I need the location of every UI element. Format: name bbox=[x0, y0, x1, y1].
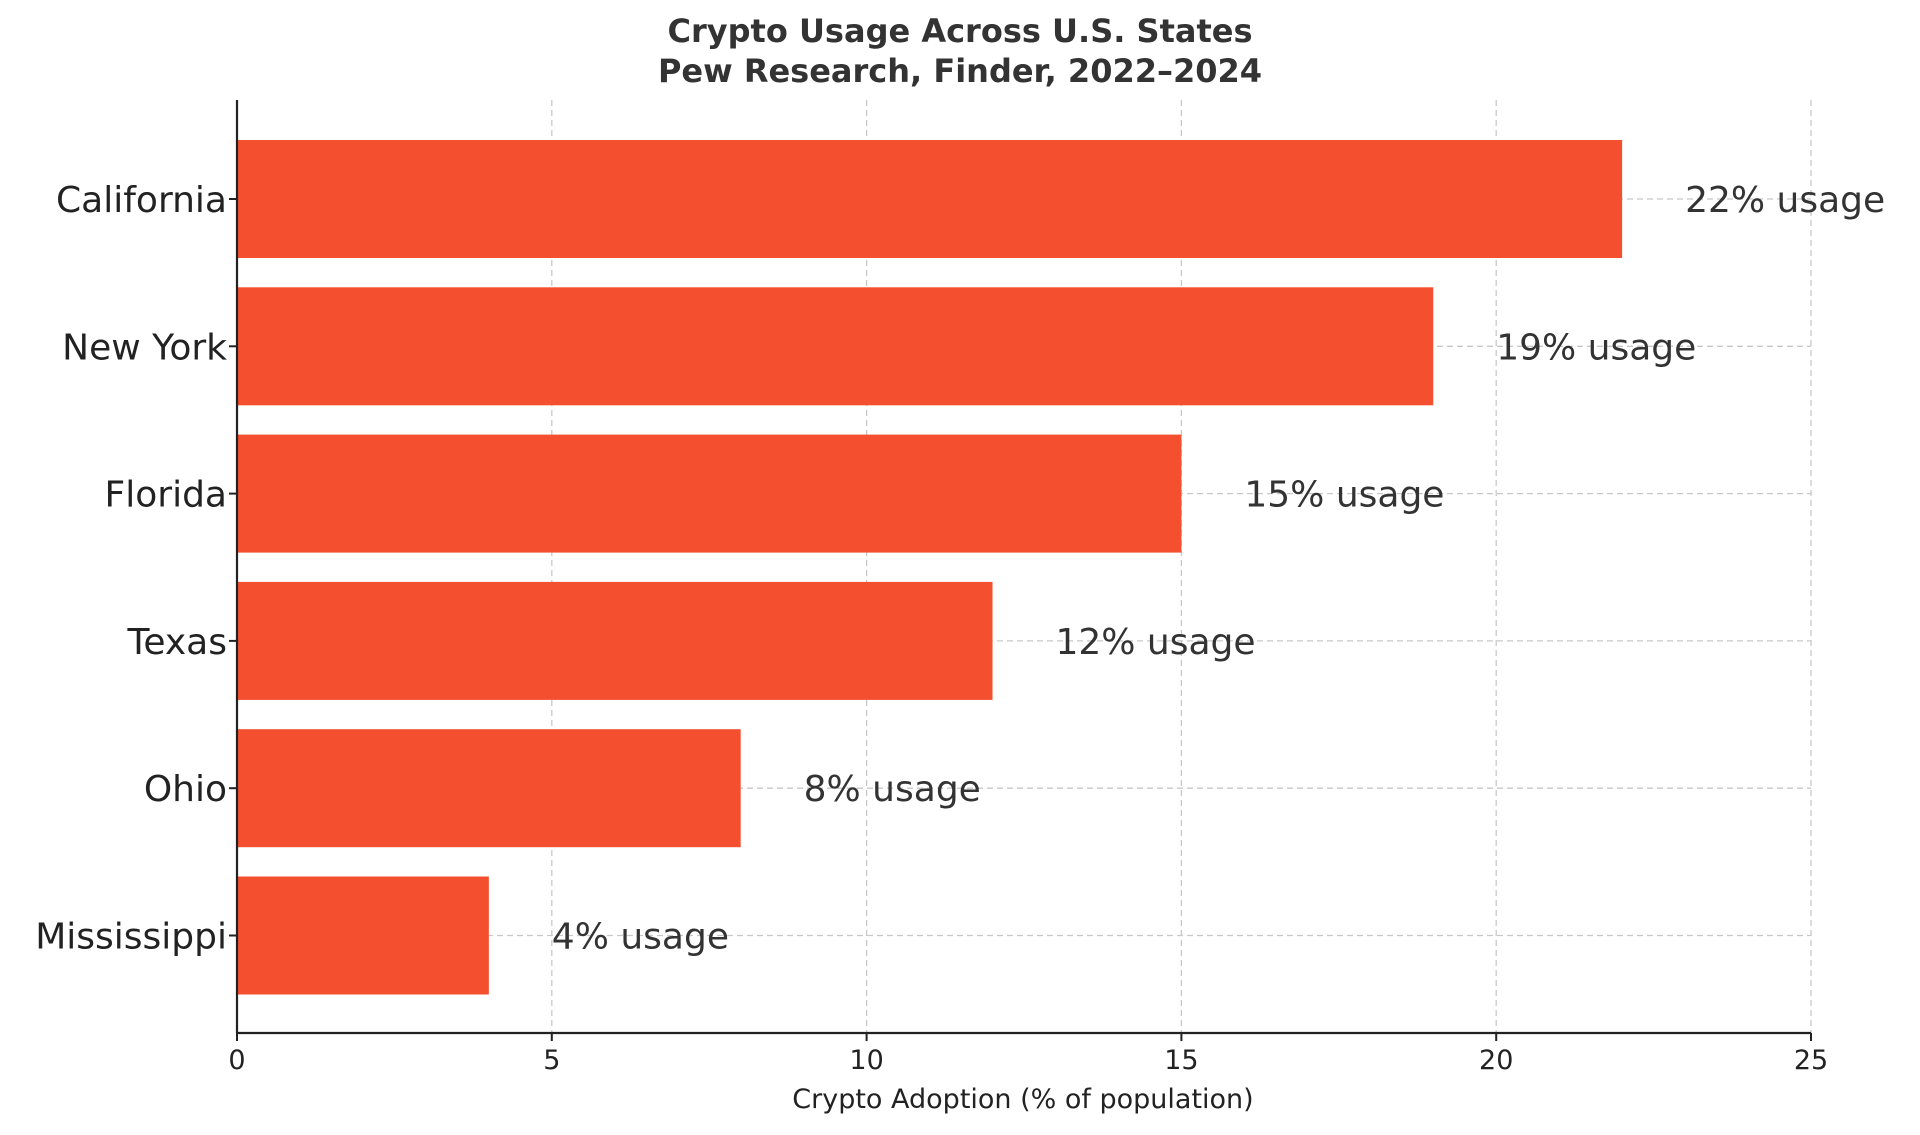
category-label: New York bbox=[62, 327, 227, 368]
x-tick-label: 25 bbox=[1794, 1045, 1828, 1076]
x-tick-label: 10 bbox=[849, 1045, 883, 1076]
category-label: Mississippi bbox=[35, 917, 227, 958]
bar-mississippi bbox=[237, 876, 489, 995]
bars bbox=[237, 140, 1623, 995]
bar-florida bbox=[237, 434, 1182, 553]
category-label: California bbox=[56, 180, 227, 221]
data-label: 4% usage bbox=[552, 917, 729, 958]
data-label: 8% usage bbox=[804, 769, 981, 810]
x-tick-label: 20 bbox=[1479, 1045, 1513, 1076]
bar-california bbox=[237, 140, 1623, 258]
data-label: 12% usage bbox=[1055, 622, 1255, 663]
category-label: Ohio bbox=[144, 769, 227, 810]
bar-ohio bbox=[237, 729, 741, 848]
category-label: Texas bbox=[126, 622, 227, 663]
chart-title: Crypto Usage Across U.S. States bbox=[667, 12, 1252, 50]
x-tick-label: 15 bbox=[1164, 1045, 1198, 1076]
x-tick-label: 0 bbox=[228, 1045, 245, 1076]
data-label: 15% usage bbox=[1244, 475, 1444, 516]
data-label: 22% usage bbox=[1685, 180, 1885, 221]
x-tick-label: 5 bbox=[543, 1045, 560, 1076]
category-label: Florida bbox=[105, 475, 227, 516]
labels: 0 5 10 15 20 25 California New York Florida Texas… bbox=[35, 180, 1885, 1076]
chart-subtitle: Pew Research, Finder, 2022–2024 bbox=[658, 52, 1262, 90]
data-label: 19% usage bbox=[1496, 327, 1696, 368]
bar-new-york bbox=[237, 287, 1434, 406]
bar-texas bbox=[237, 581, 993, 700]
axes bbox=[229, 100, 1812, 1041]
x-axis-label: Crypto Adoption (% of population) bbox=[792, 1084, 1253, 1115]
